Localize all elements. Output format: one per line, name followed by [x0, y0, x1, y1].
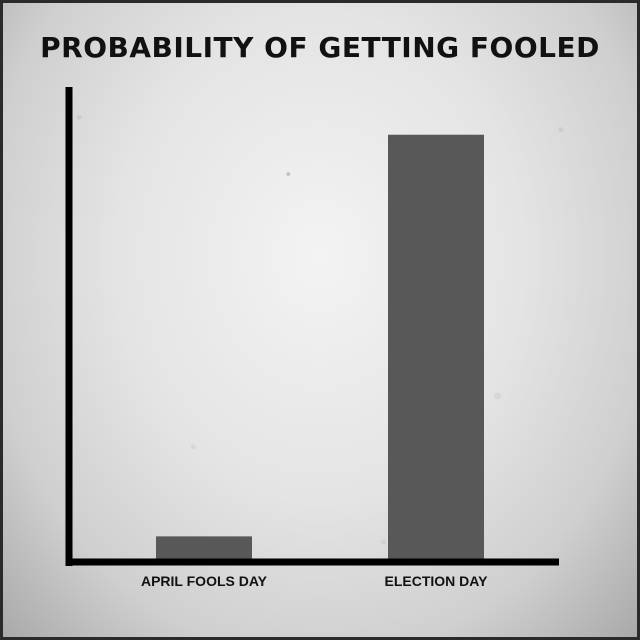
chart-title: PROBABILITY OF GETTING FOOLED: [40, 31, 600, 64]
x-tick-label: ELECTION DAY: [385, 573, 489, 589]
bar-election-day: [388, 134, 484, 562]
chart-plot: APRIL FOOLS DAY ELECTION DAY: [65, 87, 559, 589]
bar-april-fools-day: [156, 536, 252, 562]
x-tick-label: APRIL FOOLS DAY: [141, 573, 268, 589]
